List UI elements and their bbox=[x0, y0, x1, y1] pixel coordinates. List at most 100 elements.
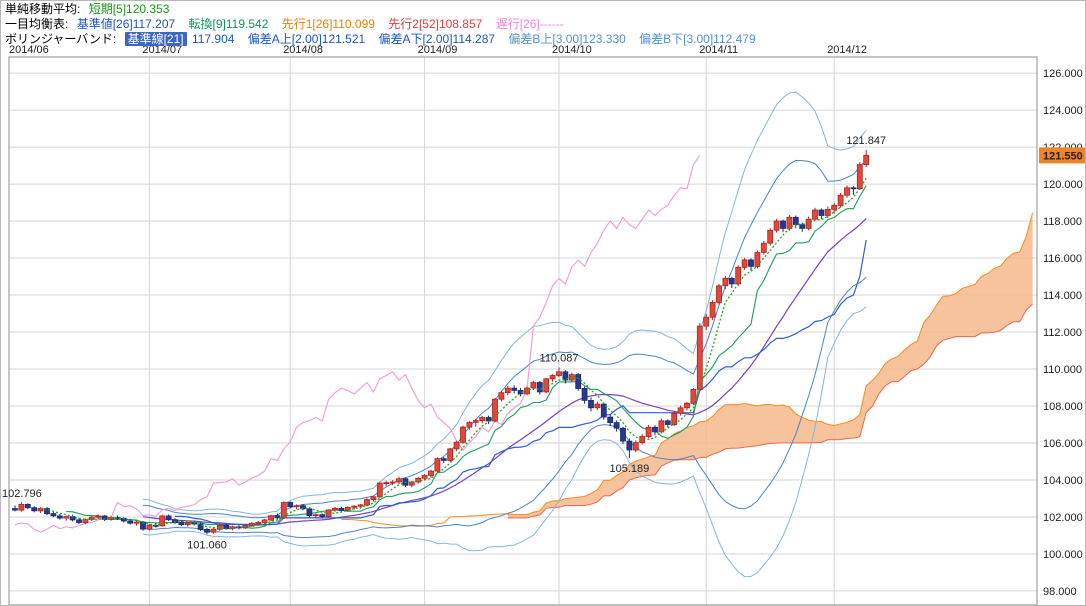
x-axis-label: 2014/07 bbox=[142, 44, 182, 56]
bollinger-base-chip[interactable]: 基準線[21] bbox=[124, 32, 187, 46]
sma-short-line bbox=[40, 177, 867, 530]
candle-body bbox=[351, 505, 358, 508]
candle-body bbox=[620, 427, 626, 442]
candle-body bbox=[472, 420, 479, 423]
candle-body bbox=[248, 522, 255, 526]
price-annotation: 110.087 bbox=[540, 352, 579, 364]
candle-body bbox=[447, 448, 454, 461]
candle-body bbox=[332, 507, 338, 511]
candle-body bbox=[133, 521, 140, 524]
y-axis-label: 116.000 bbox=[1043, 253, 1082, 265]
bollinger-devB-upper-line bbox=[142, 91, 867, 515]
y-axis-label: 110.000 bbox=[1043, 364, 1082, 376]
x-axis-label: 2014/08 bbox=[283, 44, 323, 56]
candle-body bbox=[210, 528, 217, 533]
candle-body bbox=[632, 442, 639, 451]
y-axis-label: 124.000 bbox=[1043, 105, 1083, 117]
bollinger-legend-row: ボリンジャーバンド: 基準線[21] 117.904 偏差A上[2.00]121… bbox=[5, 32, 766, 47]
candle-body bbox=[428, 470, 434, 476]
candle-body bbox=[511, 387, 518, 391]
ichimoku-legend-row: 一目均衡表: 基準値[26]117.207 転換[9]119.542 先行1[2… bbox=[5, 17, 766, 32]
price-annotation: 105.189 bbox=[610, 463, 650, 475]
candle-body bbox=[844, 187, 850, 196]
candle-body bbox=[575, 374, 582, 389]
candle-body bbox=[607, 416, 614, 424]
y-axis-label: 126.000 bbox=[1043, 68, 1083, 80]
annotation-layer: 102.796 101.060 110.087 105.189 121.847 bbox=[2, 135, 886, 551]
ichimoku-chikou-value: 遅行[26]------ bbox=[495, 17, 564, 31]
candle-body bbox=[728, 277, 735, 285]
candle-body bbox=[280, 502, 287, 519]
candle-body bbox=[536, 382, 543, 393]
ichimoku-senkou1-value: 先行1[26]110.099 bbox=[281, 17, 375, 31]
y-axis-label: 114.000 bbox=[1043, 290, 1082, 302]
sma-layer bbox=[40, 177, 867, 530]
candle-body bbox=[645, 426, 652, 437]
candle-body bbox=[498, 392, 505, 400]
candle-body bbox=[172, 519, 178, 523]
indicator-legend: 単純移動平均: 短期[5]120.353 一目均衡表: 基準値[26]117.2… bbox=[5, 2, 766, 47]
ichimoku-senkou2-value: 先行2[52]108.857 bbox=[388, 17, 483, 31]
kijun-line bbox=[175, 239, 867, 525]
candle-body bbox=[818, 209, 825, 216]
candle-body bbox=[287, 502, 294, 507]
x-axis-label: 2014/10 bbox=[552, 44, 592, 56]
price-annotation: 121.847 bbox=[846, 135, 886, 147]
candle-body bbox=[204, 529, 210, 533]
candle-body bbox=[31, 507, 38, 512]
x-axis-label: 2014/12 bbox=[827, 44, 867, 56]
candle-body bbox=[760, 242, 767, 253]
y-axis-label: 100.000 bbox=[1043, 549, 1083, 561]
x-axis-label: 2014/11 bbox=[699, 44, 738, 56]
candle-body bbox=[165, 515, 172, 521]
candle-body bbox=[453, 441, 460, 450]
candle-body bbox=[671, 412, 678, 425]
candle-body bbox=[767, 229, 774, 244]
bollinger-devA-lower-line bbox=[142, 277, 867, 539]
ichimoku-section-label: 一目均衡表: bbox=[5, 17, 69, 31]
candle-body bbox=[146, 524, 153, 530]
candle-body bbox=[485, 417, 492, 422]
candle-body bbox=[370, 496, 377, 500]
y-axis-label: 118.000 bbox=[1043, 216, 1082, 228]
candle-body bbox=[95, 515, 102, 518]
price-annotation: 102.796 bbox=[2, 488, 42, 500]
current-price-badge bbox=[1039, 147, 1085, 164]
indicator-lines-layer bbox=[14, 91, 867, 578]
y-axis-label: 104.000 bbox=[1043, 475, 1083, 487]
bollinger-base-value: 117.904 bbox=[191, 32, 235, 46]
y-axis-label: 106.000 bbox=[1043, 438, 1083, 450]
candle-body bbox=[76, 519, 82, 523]
candle-body bbox=[773, 220, 780, 231]
candle-body bbox=[492, 398, 498, 422]
candle-body bbox=[178, 522, 185, 526]
x-axis-label: 2014/09 bbox=[418, 44, 458, 56]
candle-body bbox=[799, 224, 806, 229]
candle-body bbox=[850, 187, 857, 190]
candle-body bbox=[63, 516, 70, 519]
candle-body bbox=[376, 482, 383, 498]
candle-body bbox=[383, 482, 390, 485]
candle-body bbox=[434, 458, 441, 472]
candle-body bbox=[504, 387, 511, 394]
candle-body bbox=[408, 481, 415, 486]
candle-body bbox=[530, 382, 537, 389]
senkou-span-b-line bbox=[507, 303, 1033, 519]
bollinger-section-label: ボリンジャーバンド: bbox=[5, 32, 117, 46]
candle-body bbox=[684, 402, 690, 409]
candles-layer bbox=[12, 149, 870, 535]
candle-body bbox=[18, 503, 25, 511]
candle-body bbox=[440, 458, 447, 461]
tenkan-line bbox=[66, 185, 867, 529]
candle-body bbox=[184, 522, 191, 526]
candle-body bbox=[82, 519, 89, 523]
candle-body bbox=[703, 316, 710, 327]
bollinger-devB-upper-value: 偏差B上[3.00]123.330 bbox=[508, 32, 626, 46]
candle-body bbox=[754, 252, 761, 267]
candle-body bbox=[312, 514, 319, 517]
candle-body bbox=[824, 208, 831, 216]
sma-short-value: 短期[5]120.353 bbox=[88, 2, 170, 16]
candle-body bbox=[357, 504, 364, 507]
